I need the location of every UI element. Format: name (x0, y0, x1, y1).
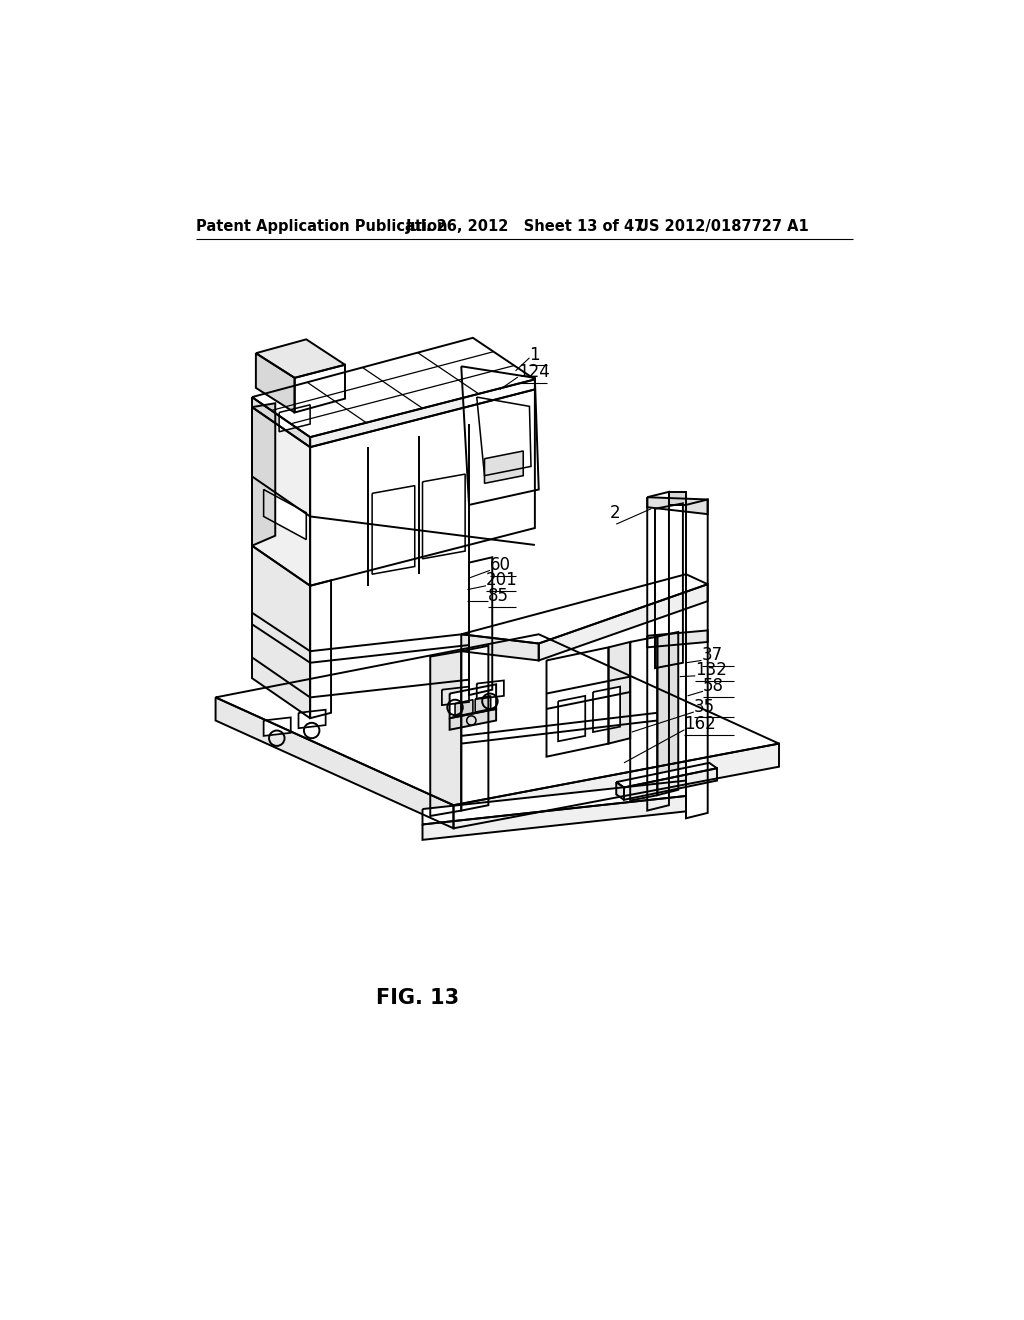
Polygon shape (647, 492, 669, 810)
Text: 85: 85 (487, 587, 509, 605)
Text: 60: 60 (489, 556, 511, 574)
Polygon shape (216, 697, 454, 829)
Polygon shape (252, 397, 310, 447)
Polygon shape (558, 696, 586, 742)
Polygon shape (256, 339, 345, 378)
Polygon shape (454, 743, 779, 829)
Polygon shape (450, 684, 496, 718)
Text: 35: 35 (693, 698, 715, 715)
Polygon shape (647, 498, 708, 515)
Polygon shape (608, 642, 630, 743)
Polygon shape (461, 635, 539, 660)
Polygon shape (539, 585, 708, 660)
Polygon shape (450, 709, 496, 730)
Polygon shape (280, 405, 310, 432)
Polygon shape (252, 407, 310, 586)
Polygon shape (216, 635, 779, 805)
Polygon shape (263, 490, 306, 540)
Text: Jul. 26, 2012   Sheet 13 of 47: Jul. 26, 2012 Sheet 13 of 47 (406, 219, 645, 234)
Polygon shape (655, 503, 683, 668)
Polygon shape (252, 338, 535, 437)
Polygon shape (252, 404, 275, 545)
Text: 201: 201 (486, 572, 518, 589)
Polygon shape (256, 354, 295, 412)
Polygon shape (299, 710, 326, 729)
Polygon shape (423, 474, 465, 558)
Polygon shape (310, 581, 331, 718)
Polygon shape (310, 389, 535, 586)
Polygon shape (469, 557, 493, 696)
Polygon shape (547, 647, 608, 756)
Text: 1: 1 (529, 346, 540, 364)
Polygon shape (461, 367, 539, 506)
Polygon shape (484, 451, 523, 483)
Polygon shape (455, 700, 473, 717)
Polygon shape (423, 796, 686, 840)
Polygon shape (430, 651, 461, 816)
Polygon shape (624, 768, 717, 800)
Polygon shape (372, 486, 415, 574)
Text: 2: 2 (610, 504, 621, 521)
Text: FIG. 13: FIG. 13 (376, 987, 459, 1007)
Polygon shape (310, 379, 535, 447)
Polygon shape (252, 545, 310, 718)
Polygon shape (630, 636, 657, 800)
Text: 37: 37 (701, 645, 723, 664)
Text: 162: 162 (684, 715, 716, 734)
Text: Patent Application Publication: Patent Application Publication (197, 219, 447, 234)
Polygon shape (461, 645, 488, 810)
Text: 58: 58 (703, 677, 724, 694)
Polygon shape (475, 696, 490, 711)
Polygon shape (616, 763, 717, 788)
Text: 124: 124 (518, 363, 550, 381)
Polygon shape (669, 492, 686, 506)
Polygon shape (461, 574, 708, 644)
Polygon shape (593, 686, 621, 733)
Text: 132: 132 (695, 661, 727, 680)
Polygon shape (295, 364, 345, 412)
Polygon shape (477, 397, 531, 475)
Polygon shape (647, 631, 708, 647)
Polygon shape (686, 499, 708, 818)
Polygon shape (423, 780, 686, 825)
Text: US 2012/0187727 A1: US 2012/0187727 A1 (637, 219, 809, 234)
Polygon shape (263, 718, 291, 737)
Polygon shape (442, 686, 469, 705)
Polygon shape (657, 632, 678, 795)
Polygon shape (616, 781, 624, 800)
Polygon shape (477, 681, 504, 700)
